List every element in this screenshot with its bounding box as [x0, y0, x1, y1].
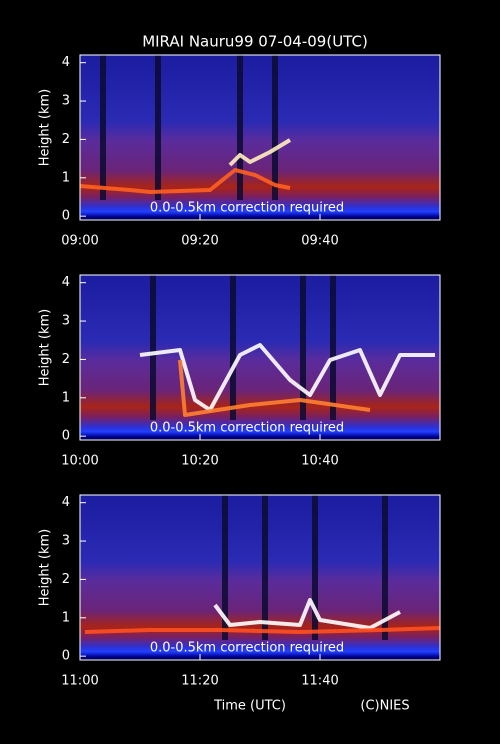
- signal-dropout: [237, 55, 243, 200]
- y-axis-label: Height (km): [38, 529, 53, 606]
- y-tick-label: 4: [62, 275, 70, 290]
- x-tick-label: 11:40: [301, 674, 338, 689]
- signal-dropout: [382, 495, 388, 640]
- backscatter-image: [80, 55, 440, 220]
- signal-dropout: [150, 275, 156, 420]
- y-tick-label: 3: [62, 534, 70, 549]
- cloud-echo: [228, 138, 292, 167]
- signal-dropout: [230, 275, 236, 420]
- y-tick-label: 4: [62, 495, 70, 510]
- y-tick-label: 0: [62, 649, 70, 664]
- y-tick-label: 1: [62, 170, 70, 185]
- x-tick-label: 09:00: [61, 234, 98, 249]
- frame: [79, 54, 441, 221]
- signal-dropout: [262, 495, 268, 640]
- cloud-echo: [84, 626, 441, 634]
- y-tick-label: 1: [62, 610, 70, 625]
- signal-dropout: [300, 275, 306, 420]
- x-tick-label: 10:20: [181, 454, 218, 469]
- credit: (C)NIES: [360, 699, 409, 714]
- y-tick-label: 4: [62, 55, 70, 70]
- y-tick-label: 2: [62, 352, 70, 367]
- signal-dropout: [330, 275, 336, 420]
- x-tick-label: 09:40: [301, 234, 338, 249]
- cloud-echo: [139, 343, 435, 412]
- annotation: 0.0-0.5km correction required: [150, 201, 344, 216]
- y-tick-label: 3: [62, 314, 70, 329]
- x-tick-label: 10:40: [301, 454, 338, 469]
- y-tick-label: 0: [62, 209, 70, 224]
- signal-dropout: [272, 55, 278, 200]
- x-tick-label: 09:20: [181, 234, 218, 249]
- signal-dropout: [312, 495, 318, 640]
- x-tick-label: 10:00: [61, 454, 98, 469]
- signal-dropout: [100, 55, 106, 200]
- y-tick-label: 0: [62, 429, 70, 444]
- y-tick-label: 2: [62, 132, 70, 147]
- chart-title: MIRAI Nauru99 07-04-09(UTC): [142, 33, 368, 51]
- frame: [79, 274, 441, 441]
- x-axis-label: Time (UTC): [213, 699, 286, 714]
- signal-dropout: [222, 495, 228, 640]
- backscatter-image: [80, 275, 440, 440]
- cloud-echo: [79, 168, 291, 194]
- frame: [79, 494, 441, 661]
- signal-dropout: [155, 55, 161, 200]
- x-tick-label: 11:00: [61, 674, 98, 689]
- y-axis-label: Height (km): [38, 309, 53, 386]
- annotation: 0.0-0.5km correction required: [150, 641, 344, 656]
- cloud-echo: [213, 598, 401, 630]
- y-tick-label: 3: [62, 94, 70, 109]
- x-tick-label: 11:20: [181, 674, 218, 689]
- y-tick-label: 1: [62, 390, 70, 405]
- y-axis-label: Height (km): [38, 89, 53, 166]
- y-tick-label: 2: [62, 572, 70, 587]
- cloud-echo: [178, 359, 371, 417]
- annotation: 0.0-0.5km correction required: [150, 421, 344, 436]
